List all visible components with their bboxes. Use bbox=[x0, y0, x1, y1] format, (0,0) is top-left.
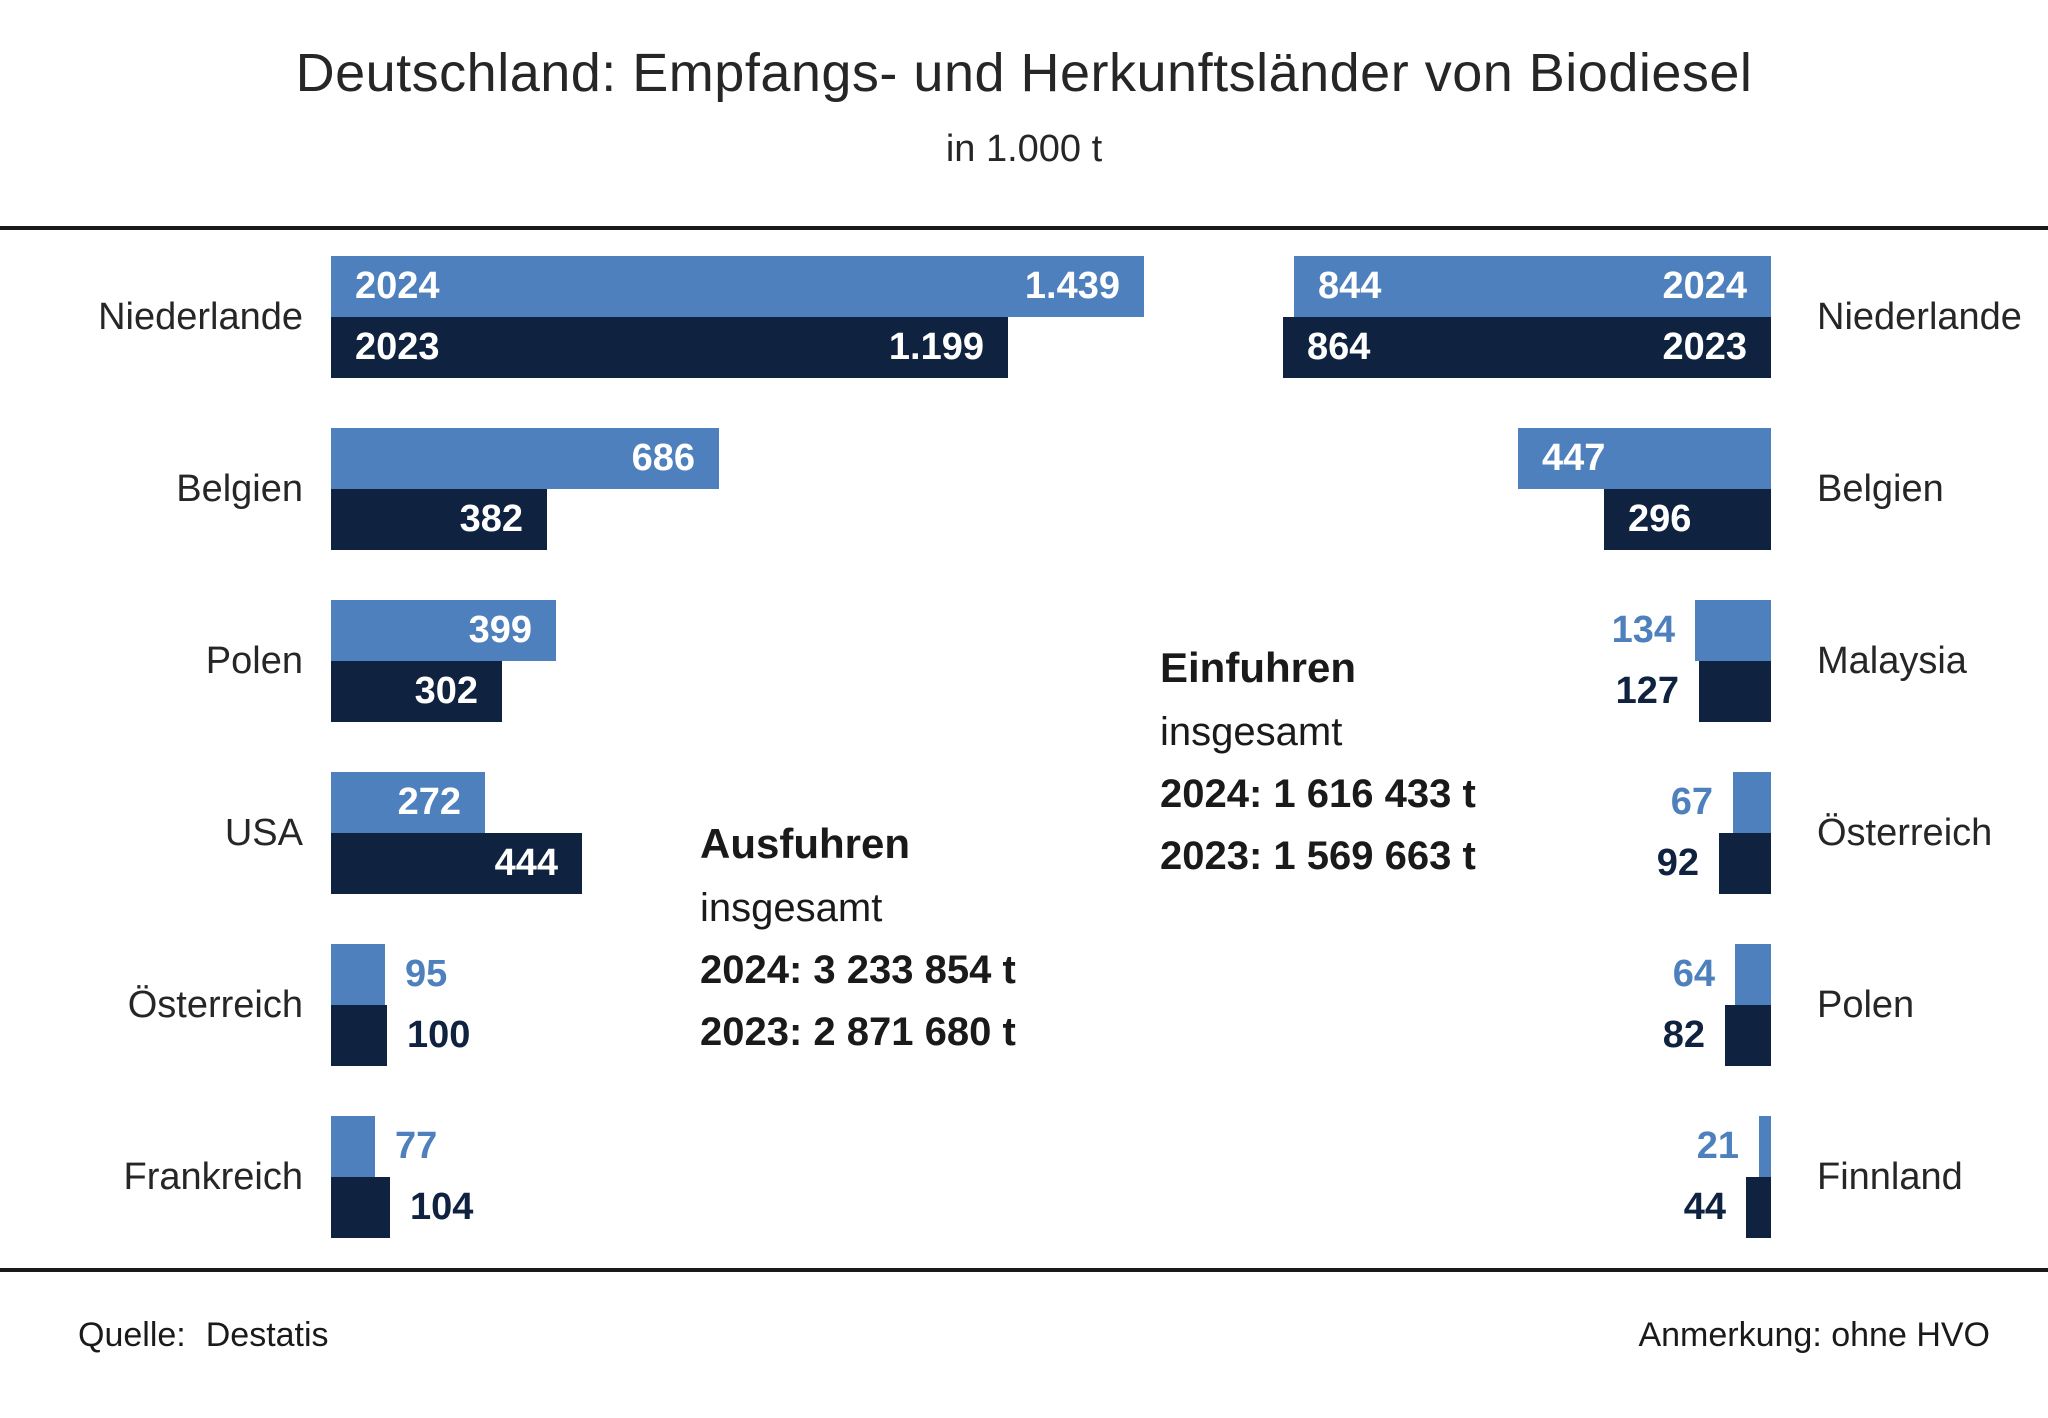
imports-summary-title: Einfuhren bbox=[1160, 644, 1356, 691]
value-label-2024-niederlande: 1.439 bbox=[1024, 265, 1120, 307]
category-label-belgien: Belgien bbox=[1817, 468, 1944, 510]
imports-total-2024: 2024: 1 616 433 t bbox=[1160, 772, 1476, 816]
value-label-2023-niederlande: 864 bbox=[1307, 326, 1371, 368]
bar-2024-finnland bbox=[1759, 1116, 1771, 1177]
category-label-usa: USA bbox=[224, 812, 303, 854]
bar-2024-belgien bbox=[1518, 428, 1771, 489]
category-label-malaysia: Malaysia bbox=[1817, 640, 1967, 682]
exports-total-2023: 2023: 2 871 680 t bbox=[700, 1010, 1016, 1054]
exports-summary-subtitle: insgesamt bbox=[700, 886, 883, 930]
category-label-osterreich: Österreich bbox=[127, 984, 303, 1026]
imports-summary-subtitle: insgesamt bbox=[1160, 710, 1343, 754]
series-year-label-2023-imports: 2023 bbox=[1662, 326, 1747, 368]
category-label-niederlande: Niederlande bbox=[98, 296, 303, 338]
source-value: Destatis bbox=[205, 1316, 329, 1354]
value-label-2023-belgien: 382 bbox=[459, 498, 523, 540]
exports-summary-title: Ausfuhren bbox=[700, 820, 910, 867]
exports-total-2024: 2024: 3 233 854 t bbox=[700, 948, 1016, 992]
value-label-2023-frankreich: 104 bbox=[410, 1186, 474, 1228]
value-label-2024-niederlande: 844 bbox=[1318, 265, 1382, 307]
category-label-polen: Polen bbox=[205, 640, 303, 682]
bar-2023-niederlande bbox=[1283, 317, 1771, 378]
value-label-2024-osterreich: 67 bbox=[1670, 781, 1713, 823]
bar-2023-usa bbox=[331, 833, 582, 894]
series-year-label-2024-exports: 2024 bbox=[355, 265, 440, 307]
bar-2023-osterreich bbox=[1719, 833, 1771, 894]
bar-2024-usa bbox=[331, 772, 485, 833]
value-label-2023-finnland: 44 bbox=[1683, 1186, 1726, 1228]
value-label-2023-osterreich: 92 bbox=[1656, 842, 1699, 884]
imports-total-2023: 2023: 1 569 663 t bbox=[1160, 834, 1476, 878]
bar-2023-polen bbox=[331, 661, 502, 722]
value-label-2024-polen: 399 bbox=[468, 609, 532, 651]
category-label-osterreich: Österreich bbox=[1817, 812, 1993, 854]
bar-2023-osterreich bbox=[331, 1005, 387, 1066]
bar-2024-niederlande bbox=[331, 256, 1144, 317]
bar-2023-belgien bbox=[1604, 489, 1771, 550]
bar-2024-polen bbox=[331, 600, 556, 661]
source-note: Quelle: Destatis bbox=[78, 1316, 329, 1355]
imports-summary: Einfuhren insgesamt 2024: 1 616 433 t 20… bbox=[1160, 642, 1476, 882]
bar-2023-malaysia bbox=[1699, 661, 1771, 722]
category-label-polen: Polen bbox=[1817, 984, 1915, 1026]
value-label-2024-belgien: 686 bbox=[631, 437, 695, 479]
bar-2024-polen bbox=[1735, 944, 1771, 1005]
bar-2023-belgien bbox=[331, 489, 547, 550]
bottom-divider bbox=[0, 1268, 2048, 1272]
value-label-2023-polen: 82 bbox=[1662, 1014, 1705, 1056]
exports-summary: Ausfuhren insgesamt 2024: 3 233 854 t 20… bbox=[700, 818, 1016, 1058]
series-year-label-2023-exports: 2023 bbox=[355, 326, 440, 368]
bar-2024-niederlande bbox=[1294, 256, 1771, 317]
top-divider bbox=[0, 226, 2048, 230]
value-label-2023-malaysia: 127 bbox=[1615, 670, 1679, 712]
value-label-2024-osterreich: 95 bbox=[405, 953, 448, 995]
bar-2024-osterreich bbox=[331, 944, 385, 1005]
value-label-2024-malaysia: 134 bbox=[1611, 609, 1675, 651]
bar-2023-finnland bbox=[1746, 1177, 1771, 1238]
source-label: Quelle: bbox=[78, 1316, 186, 1354]
category-label-belgien: Belgien bbox=[176, 468, 303, 510]
category-label-finnland: Finnland bbox=[1817, 1156, 1963, 1198]
category-label-niederlande: Niederlande bbox=[1817, 296, 2022, 338]
bar-2024-osterreich bbox=[1733, 772, 1771, 833]
page-title: Deutschland: Empfangs- und Herkunftsländ… bbox=[295, 43, 1753, 103]
value-label-2024-finnland: 21 bbox=[1696, 1125, 1739, 1167]
bar-2024-belgien bbox=[331, 428, 719, 489]
value-label-2023-osterreich: 100 bbox=[407, 1014, 471, 1056]
bar-2023-polen bbox=[1725, 1005, 1771, 1066]
value-label-2023-polen: 302 bbox=[414, 670, 478, 712]
bar-2024-frankreich bbox=[331, 1116, 375, 1177]
series-year-label-2024-imports: 2024 bbox=[1662, 265, 1747, 307]
bar-2023-niederlande bbox=[331, 317, 1008, 378]
category-label-frankreich: Frankreich bbox=[123, 1156, 304, 1198]
page-subtitle: in 1.000 t bbox=[945, 128, 1103, 170]
annotation-note: Anmerkung: ohne HVO bbox=[1638, 1316, 1990, 1354]
value-label-2024-belgien: 447 bbox=[1542, 437, 1606, 479]
value-label-2023-belgien: 296 bbox=[1628, 498, 1692, 540]
value-label-2024-polen: 64 bbox=[1672, 953, 1715, 995]
value-label-2023-usa: 444 bbox=[494, 842, 558, 884]
value-label-2023-niederlande: 1.199 bbox=[888, 326, 984, 368]
value-label-2024-usa: 272 bbox=[397, 781, 461, 823]
value-label-2024-frankreich: 77 bbox=[395, 1125, 438, 1167]
bar-2024-malaysia bbox=[1695, 600, 1771, 661]
bar-2023-frankreich bbox=[331, 1177, 390, 1238]
